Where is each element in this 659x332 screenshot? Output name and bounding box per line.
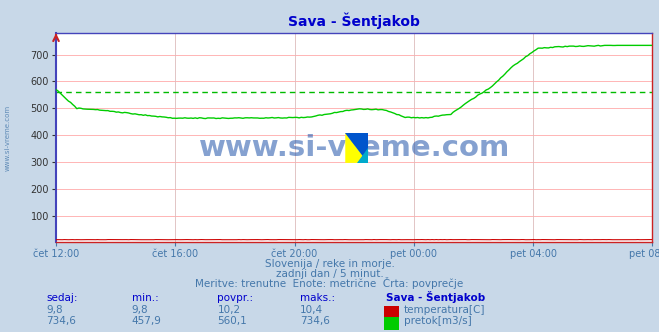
Polygon shape	[357, 148, 368, 163]
Text: povpr.:: povpr.:	[217, 293, 254, 303]
Text: temperatura[C]: temperatura[C]	[404, 305, 486, 315]
Text: 10,2: 10,2	[217, 305, 241, 315]
Text: www.si-vreme.com: www.si-vreme.com	[5, 105, 11, 171]
Text: maks.:: maks.:	[300, 293, 335, 303]
Polygon shape	[345, 133, 368, 163]
Text: 734,6: 734,6	[46, 316, 76, 326]
Text: pretok[m3/s]: pretok[m3/s]	[404, 316, 472, 326]
Text: Sava - Šentjakob: Sava - Šentjakob	[386, 291, 485, 303]
Title: Sava - Šentjakob: Sava - Šentjakob	[288, 13, 420, 29]
Text: 560,1: 560,1	[217, 316, 247, 326]
Text: www.si-vreme.com: www.si-vreme.com	[198, 134, 510, 162]
Text: 457,9: 457,9	[132, 316, 161, 326]
Text: Slovenija / reke in morje.: Slovenija / reke in morje.	[264, 259, 395, 269]
Text: sedaj:: sedaj:	[46, 293, 78, 303]
Text: 734,6: 734,6	[300, 316, 330, 326]
Text: Meritve: trenutne  Enote: metrične  Črta: povprečje: Meritve: trenutne Enote: metrične Črta: …	[195, 277, 464, 289]
Text: 9,8: 9,8	[46, 305, 63, 315]
Text: zadnji dan / 5 minut.: zadnji dan / 5 minut.	[275, 269, 384, 279]
Text: min.:: min.:	[132, 293, 159, 303]
Text: 10,4: 10,4	[300, 305, 323, 315]
Polygon shape	[345, 133, 368, 163]
Text: 9,8: 9,8	[132, 305, 148, 315]
